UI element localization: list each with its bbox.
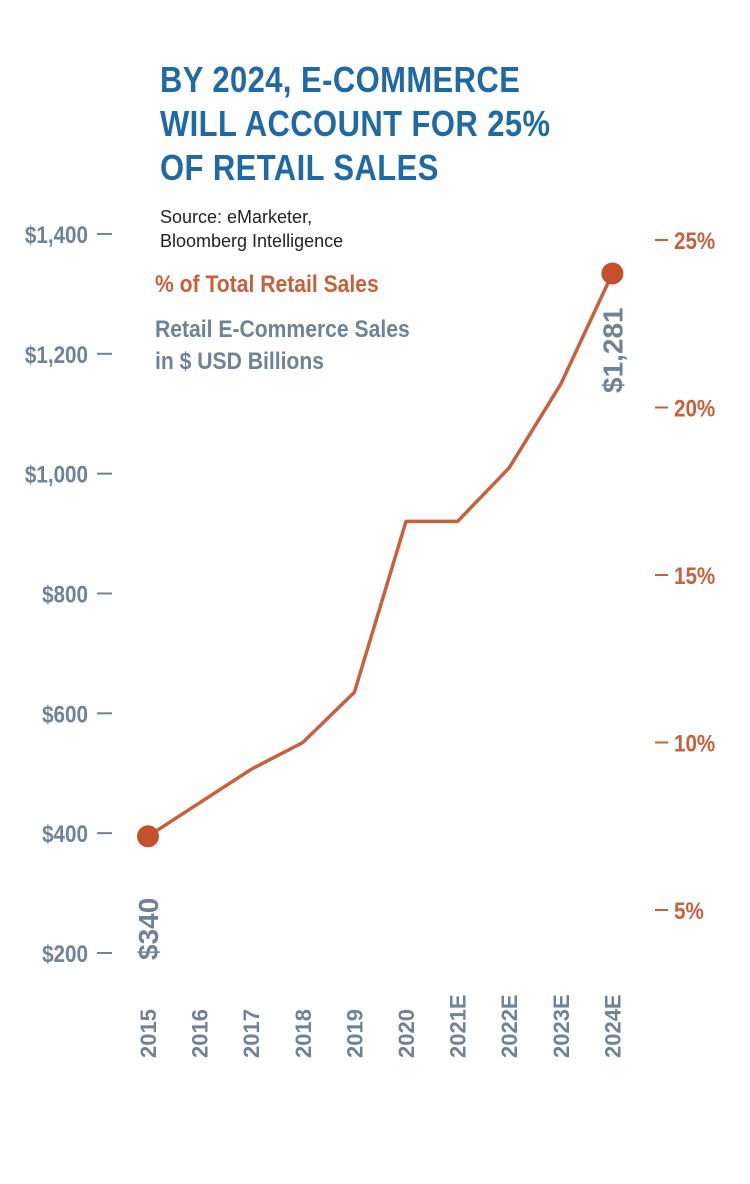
left-axis-tick-label: $200	[42, 941, 88, 968]
series-line-pct-retail	[147, 272, 614, 838]
x-axis-tick-label: 2018	[291, 1009, 316, 1058]
data-point-2015	[137, 825, 159, 848]
x-axis-tick-label: 2024E	[600, 994, 625, 1058]
left-axis-tick-label: $800	[42, 581, 88, 608]
endpoint-label-2024e: $1,281	[597, 307, 628, 393]
x-axis-tick-label: 2023E	[549, 994, 574, 1058]
left-axis-tick-label: $1,000	[25, 461, 88, 488]
x-axis-tick-label: 2021E	[446, 994, 471, 1058]
source-line-2: Bloomberg Intelligence	[160, 231, 344, 251]
x-axis-tick-label: 2020	[394, 1009, 419, 1058]
endpoint-label-2015: $340	[133, 898, 164, 960]
title-line-2: WILL ACCOUNT FOR 25%	[160, 103, 551, 144]
right-axis-tick-label: 20%	[674, 395, 715, 422]
x-axis-tick-label: 2016	[188, 1009, 213, 1058]
right-axis-tick-label: 10%	[674, 730, 715, 757]
legend-sales-line-2: in $ USD Billions	[155, 348, 324, 375]
source-note: Source: eMarketer, Bloomberg Intelligenc…	[160, 205, 343, 253]
title-line-1: BY 2024, E-COMMERCE	[160, 59, 521, 100]
x-axis-tick-label: 2017	[239, 1009, 264, 1058]
left-axis-tick-label: $1,400	[25, 222, 88, 249]
left-axis-tick-label: $400	[42, 821, 88, 848]
data-point-2024e	[601, 262, 624, 285]
chart-title: BY 2024, E-COMMERCE WILL ACCOUNT FOR 25%…	[160, 58, 551, 190]
x-axis-tick-label: 2015	[136, 1009, 161, 1058]
right-axis-tick-label: 5%	[674, 898, 704, 925]
x-axis-tick-label: 2019	[342, 1009, 367, 1058]
right-axis-tick-label: 15%	[674, 563, 715, 590]
legend-pct-label: % of Total Retail Sales	[155, 271, 379, 298]
legend-sales-label: Retail E-Commerce Sales in $ USD Billion…	[155, 314, 410, 378]
legend-sales-line-1: Retail E-Commerce Sales	[155, 316, 410, 343]
left-axis-tick-label: $1,200	[25, 341, 88, 368]
right-axis-tick-label: 25%	[674, 228, 715, 255]
x-axis-tick-label: 2022E	[497, 994, 522, 1058]
title-line-3: OF RETAIL SALES	[160, 147, 439, 188]
source-line-1: Source: eMarketer,	[160, 207, 313, 227]
left-axis-tick-label: $600	[42, 701, 88, 728]
